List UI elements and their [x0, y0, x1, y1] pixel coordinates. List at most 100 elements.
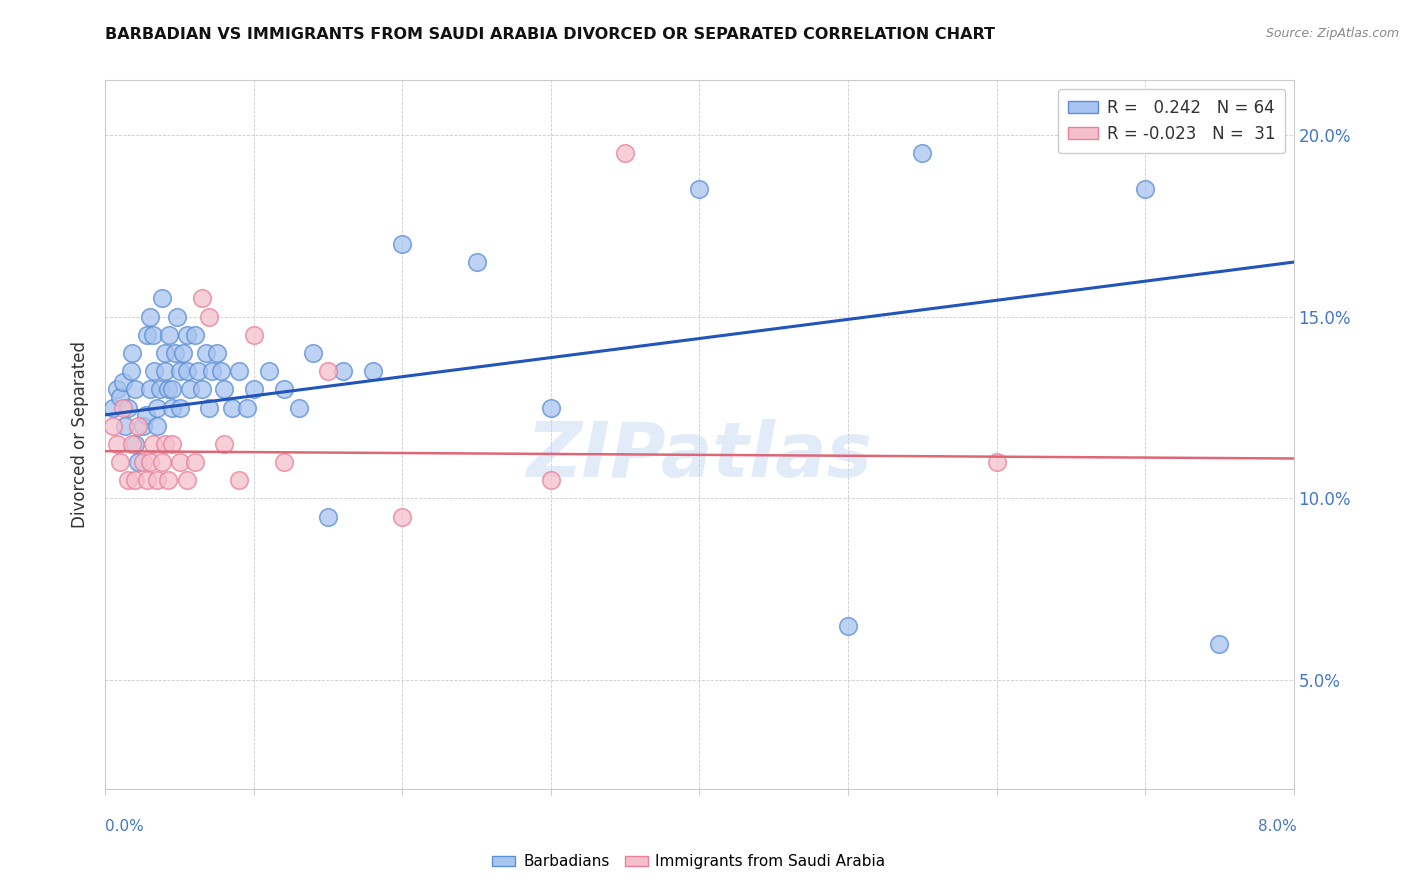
Point — [176, 327, 198, 342]
Point — [302, 346, 325, 360]
Point — [156, 473, 179, 487]
Point — [316, 509, 339, 524]
Point — [176, 473, 198, 487]
Point — [191, 383, 214, 397]
Point — [205, 346, 228, 360]
Point — [1133, 182, 1156, 196]
Point — [201, 364, 224, 378]
Point — [127, 455, 149, 469]
Point — [614, 146, 637, 161]
Y-axis label: Divorced or Separated: Divorced or Separated — [72, 342, 90, 528]
Text: 0.0%: 0.0% — [105, 819, 145, 834]
Point — [121, 346, 143, 360]
Point — [101, 401, 124, 415]
Point — [273, 383, 295, 397]
Point — [228, 473, 250, 487]
Text: Source: ZipAtlas.com: Source: ZipAtlas.com — [1265, 27, 1399, 40]
Point — [105, 437, 128, 451]
Point — [169, 455, 191, 469]
Point — [172, 346, 194, 360]
Point — [136, 327, 159, 342]
Point — [146, 473, 169, 487]
Point — [243, 383, 266, 397]
Point — [162, 437, 184, 451]
Point — [124, 383, 146, 397]
Point — [198, 310, 221, 324]
Text: ZIPatlas: ZIPatlas — [526, 419, 873, 493]
Point — [465, 255, 488, 269]
Point — [214, 383, 236, 397]
Point — [540, 401, 562, 415]
Point — [162, 383, 184, 397]
Point — [150, 292, 173, 306]
Point — [186, 364, 208, 378]
Point — [235, 401, 257, 415]
Text: BARBADIAN VS IMMIGRANTS FROM SAUDI ARABIA DIVORCED OR SEPARATED CORRELATION CHAR: BARBADIAN VS IMMIGRANTS FROM SAUDI ARABI… — [105, 27, 995, 42]
Point — [1208, 637, 1230, 651]
Point — [986, 455, 1008, 469]
Point — [143, 364, 166, 378]
Point — [166, 310, 188, 324]
Point — [114, 418, 136, 433]
Point — [209, 364, 232, 378]
Point — [214, 437, 236, 451]
Legend: Barbadians, Immigrants from Saudi Arabia: Barbadians, Immigrants from Saudi Arabia — [486, 848, 891, 875]
Point — [195, 346, 218, 360]
Legend: R =   0.242   N = 64, R = -0.023   N =  31: R = 0.242 N = 64, R = -0.023 N = 31 — [1059, 88, 1285, 153]
Point — [105, 383, 128, 397]
Point — [139, 383, 162, 397]
Point — [139, 455, 162, 469]
Point — [117, 473, 139, 487]
Point — [198, 401, 221, 415]
Point — [165, 346, 187, 360]
Point — [121, 437, 143, 451]
Point — [153, 346, 176, 360]
Point — [191, 292, 214, 306]
Text: 8.0%: 8.0% — [1257, 819, 1296, 834]
Point — [689, 182, 711, 196]
Point — [112, 375, 135, 389]
Point — [540, 473, 562, 487]
Point — [287, 401, 309, 415]
Point — [221, 401, 243, 415]
Point — [150, 455, 173, 469]
Point — [169, 364, 191, 378]
Point — [135, 408, 157, 422]
Point — [117, 401, 139, 415]
Point — [136, 473, 159, 487]
Point — [120, 364, 142, 378]
Point — [142, 437, 165, 451]
Point — [169, 401, 191, 415]
Point — [179, 383, 201, 397]
Point — [153, 364, 176, 378]
Point — [146, 418, 169, 433]
Point — [391, 509, 413, 524]
Point — [183, 327, 205, 342]
Point — [391, 236, 413, 251]
Point — [127, 418, 149, 433]
Point — [153, 437, 176, 451]
Point — [142, 327, 165, 342]
Point — [361, 364, 384, 378]
Point — [228, 364, 250, 378]
Point — [131, 455, 153, 469]
Point — [124, 437, 146, 451]
Point — [332, 364, 354, 378]
Point — [911, 146, 934, 161]
Point — [257, 364, 280, 378]
Point — [149, 383, 172, 397]
Point — [156, 383, 179, 397]
Point — [110, 455, 132, 469]
Point — [157, 327, 180, 342]
Point — [112, 401, 135, 415]
Point — [183, 455, 205, 469]
Point — [273, 455, 295, 469]
Point — [139, 310, 162, 324]
Point — [124, 473, 146, 487]
Point — [243, 327, 266, 342]
Point — [131, 418, 153, 433]
Point — [176, 364, 198, 378]
Point — [101, 418, 124, 433]
Point — [837, 619, 859, 633]
Point — [146, 401, 169, 415]
